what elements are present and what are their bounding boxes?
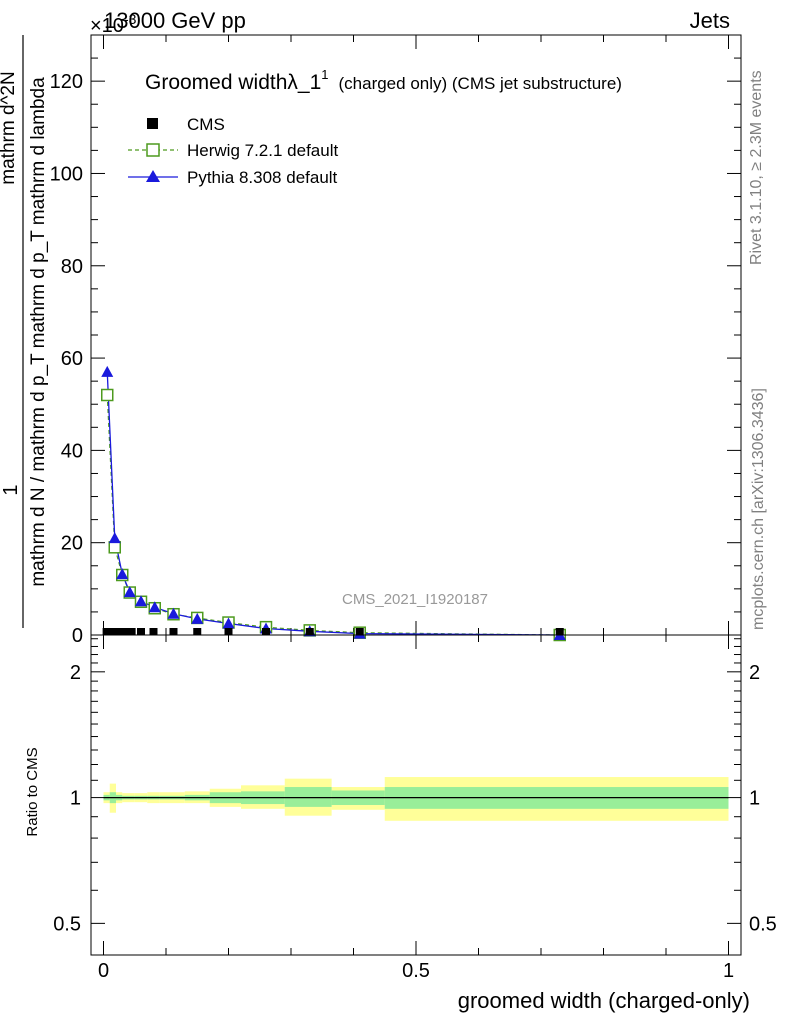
legend-pythia-marker <box>146 170 160 182</box>
pythia-point <box>123 586 136 598</box>
cms-point <box>115 628 124 635</box>
cms-point <box>137 628 145 635</box>
cms-point <box>193 628 202 635</box>
herwig-line <box>106 394 560 636</box>
ratio-y-tick-label: 0.5 <box>53 913 81 935</box>
pythia-point <box>167 607 180 619</box>
ratio-y-tick-label-right: 0.5 <box>749 913 777 935</box>
ratio-y-tick-label-right: 2 <box>749 662 760 684</box>
legend-herwig-marker <box>146 143 160 157</box>
ratio-y-tick-label: 2 <box>70 662 81 684</box>
main-y-axis-label: 1 mathrm d^2N mathrm d N / mathrm d p_T … <box>0 35 49 628</box>
x-tick-label: 0 <box>98 960 109 982</box>
cms-point <box>149 628 158 635</box>
y-tick-label: 60 <box>61 348 83 370</box>
legend-herwig-label: Herwig 7.2.1 default <box>187 141 338 160</box>
pythia-point <box>222 617 235 629</box>
main-y-axis: 0 20 40 60 80 100 120 <box>50 34 741 647</box>
pythia-point <box>191 612 204 624</box>
legend-cms-marker <box>147 118 158 129</box>
legend: CMS Herwig 7.2.1 default Pythia 8.308 de… <box>128 115 338 187</box>
legend-pythia-label: Pythia 8.308 default <box>187 168 338 187</box>
x-tick-label: 0.5 <box>402 960 430 982</box>
ylabel-numerator: mathrm d^2N <box>0 71 19 184</box>
cms-point <box>169 628 178 635</box>
pythia-point <box>135 595 147 607</box>
ratio-bands <box>103 777 729 821</box>
y-tick-label: 20 <box>61 533 83 555</box>
cms-point <box>102 628 111 635</box>
cms-point <box>555 628 564 635</box>
cms-point <box>108 628 117 635</box>
cms-point <box>355 628 364 635</box>
cms-point <box>262 628 270 635</box>
main-series-layer <box>101 365 566 642</box>
ratio-stat-band <box>284 787 332 807</box>
ratio-y-axis-label: Ratio to CMS <box>24 747 41 836</box>
x-tick-label: 1 <box>723 960 734 982</box>
unit-exponent-label: ×10-3 <box>90 11 137 37</box>
ratio-y-tick-label-right: 1 <box>749 788 760 810</box>
ylabel-denominator: mathrm d N / mathrm d p_T mathrm d p_T m… <box>28 77 49 587</box>
ratio-axes: 0.5 0.5 1 1 2 2 0 0.5 1 <box>53 635 777 982</box>
ratio-y-tick-label: 1 <box>70 788 81 810</box>
cms-point <box>224 628 233 635</box>
y-tick-label: 0 <box>72 625 83 647</box>
y-tick-label: 120 <box>50 71 83 93</box>
pythia-point <box>116 568 129 580</box>
cms-point <box>127 628 136 635</box>
pythia-point <box>108 532 121 544</box>
y-tick-label: 100 <box>50 163 83 185</box>
cms-point <box>121 628 130 635</box>
pythia-point <box>101 365 114 377</box>
rivet-label: Rivet 3.1.10, ≥ 2.3M events <box>748 70 765 265</box>
y-tick-label: 80 <box>61 256 83 278</box>
ylabel-top: 1 <box>0 484 22 495</box>
legend-cms-label: CMS <box>187 115 225 134</box>
herwig-point <box>108 541 121 554</box>
analysis-label: CMS_2021_I1920187 <box>342 591 488 608</box>
process-label: Jets <box>690 8 730 33</box>
cms-point <box>305 628 314 635</box>
herwig-point <box>101 388 114 402</box>
y-tick-label: 40 <box>61 440 83 462</box>
pythia-point <box>148 601 161 613</box>
energy-label: 13000 GeV pp <box>104 8 246 33</box>
pythia-line <box>106 371 560 636</box>
mcplots-label: mcplots.cern.ch [arXiv:1306.3436] <box>750 388 767 630</box>
x-axis-label: groomed width (charged-only) <box>458 988 750 1013</box>
plot-title: Groomed widthλ_11 (charged only) (CMS jet… <box>145 67 622 94</box>
